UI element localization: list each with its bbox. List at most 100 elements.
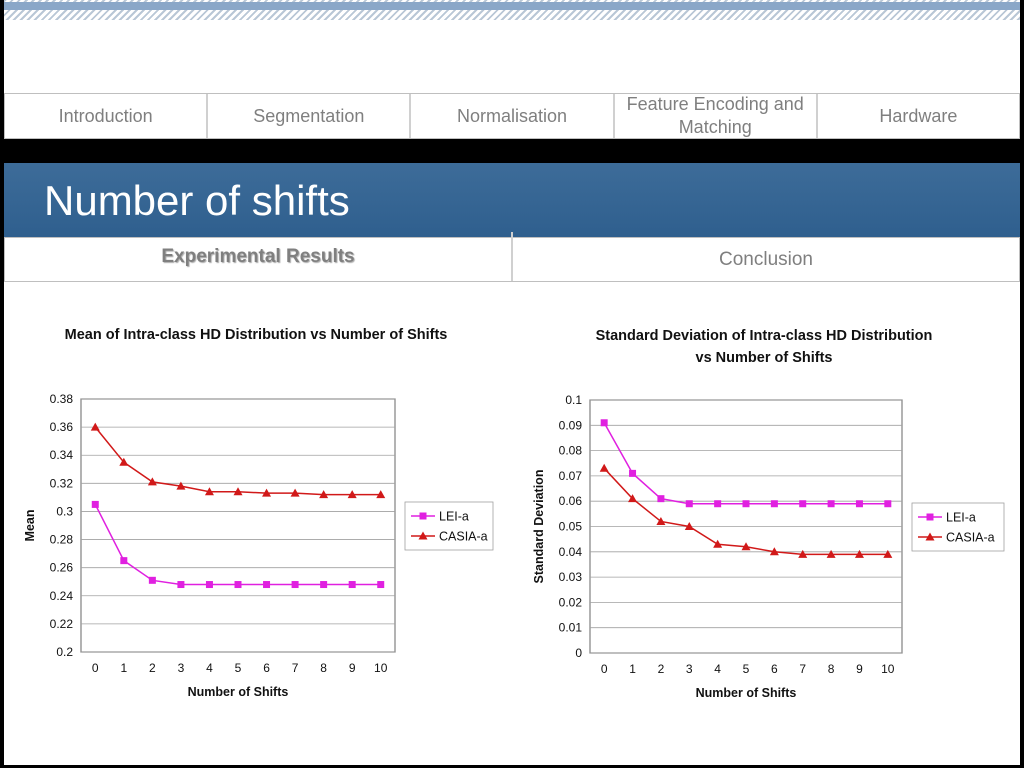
tab-introduction[interactable]: Introduction: [5, 94, 209, 138]
x-tick-label: 6: [263, 661, 270, 675]
slide: Introduction Segmentation Normalisation …: [4, 0, 1020, 765]
data-point: [290, 488, 300, 497]
data-point: [629, 469, 637, 477]
x-tick-label: 7: [292, 661, 299, 675]
y-tick-label: 0.3: [56, 504, 73, 518]
chart-title: Mean of Intra-class HD Distribution vs N…: [65, 327, 448, 343]
y-tick-label: 0.02: [559, 595, 583, 609]
x-tick-label: 9: [349, 661, 356, 675]
x-tick-label: 8: [320, 661, 327, 675]
data-point: [147, 477, 157, 486]
sub-nav: Experimental Results Conclusion: [4, 232, 1020, 282]
y-tick-label: 0: [575, 646, 582, 660]
y-tick-label: 0.08: [559, 444, 583, 458]
x-tick-label: 10: [374, 661, 388, 675]
legend-marker: [925, 532, 935, 541]
x-tick-label: 2: [149, 661, 156, 675]
x-axis-label: Number of Shifts: [188, 685, 289, 699]
data-point: [826, 549, 836, 558]
data-point: [628, 494, 638, 503]
plot-area: [80, 398, 396, 653]
title-bar: Number of shifts: [4, 163, 1020, 237]
top-nav: Introduction Segmentation Normalisation …: [4, 93, 1020, 139]
y-axis-label: Standard Deviation: [532, 470, 546, 584]
x-tick-label: 1: [120, 661, 127, 675]
x-tick-label: 3: [686, 662, 693, 676]
data-point: [714, 500, 722, 508]
data-point: [347, 490, 357, 499]
data-point: [798, 549, 808, 558]
data-point: [656, 516, 666, 525]
legend-box: [911, 502, 1005, 552]
data-point: [376, 490, 386, 499]
y-tick-label: 0.32: [50, 476, 74, 490]
data-point: [320, 581, 328, 589]
mean-chart: Mean of Intra-class HD Distribution vs N…: [23, 327, 494, 699]
data-point: [855, 500, 863, 508]
y-tick-label: 0.2: [56, 645, 73, 659]
x-tick-label: 9: [856, 662, 863, 676]
data-point: [263, 581, 271, 589]
y-tick-label: 0.06: [559, 494, 583, 508]
x-tick-label: 7: [799, 662, 806, 676]
y-tick-label: 0.38: [50, 392, 74, 406]
data-point: [348, 581, 356, 589]
chart-title: vs Number of Shifts: [696, 350, 833, 366]
data-point: [119, 457, 129, 466]
x-tick-label: 1: [629, 662, 636, 676]
y-tick-label: 0.22: [50, 617, 74, 631]
data-point: [684, 522, 694, 530]
data-point: [234, 581, 242, 589]
tab-experimental-results[interactable]: Experimental Results: [5, 232, 513, 281]
data-point: [600, 419, 608, 427]
data-point: [883, 549, 893, 558]
legend-label: LEI-a: [946, 511, 976, 525]
tab-feature-encoding[interactable]: Feature Encoding and Matching: [615, 94, 818, 138]
data-point: [90, 422, 100, 431]
tab-hardware[interactable]: Hardware: [879, 105, 958, 126]
legend-marker: [418, 531, 428, 540]
y-tick-label: 0.28: [50, 533, 74, 547]
tab-conclusion[interactable]: Conclusion: [719, 248, 813, 270]
data-point: [770, 500, 778, 508]
y-tick-label: 0.09: [559, 418, 583, 432]
legend-label: CASIA-a: [946, 531, 995, 545]
data-point: [233, 487, 243, 496]
x-tick-label: 10: [881, 662, 895, 676]
data-point: [685, 500, 693, 508]
data-point: [176, 481, 186, 490]
data-point: [769, 547, 779, 556]
x-tick-label: 0: [601, 662, 608, 676]
data-point: [177, 581, 185, 589]
legend-label: LEI-a: [439, 510, 469, 524]
x-tick-label: 0: [92, 661, 99, 675]
x-axis-label: Number of Shifts: [696, 686, 797, 700]
y-axis-label: Mean: [23, 510, 37, 542]
top-stripe-bar: [4, 2, 1020, 10]
data-point: [205, 581, 213, 589]
x-tick-label: 5: [743, 662, 750, 676]
data-point: [262, 488, 272, 497]
y-tick-label: 0.36: [50, 420, 74, 434]
data-point: [319, 490, 329, 499]
x-tick-label: 5: [235, 661, 242, 675]
data-point: [827, 500, 835, 508]
data-point: [120, 557, 128, 565]
data-point: [204, 487, 214, 496]
data-point: [148, 576, 156, 584]
chart-title: Standard Deviation of Intra-class HD Dis…: [596, 328, 933, 344]
legend-label: CASIA-a: [439, 530, 488, 544]
x-tick-label: 6: [771, 662, 778, 676]
x-tick-label: 4: [714, 662, 721, 676]
x-tick-label: 3: [178, 661, 185, 675]
data-point: [799, 500, 807, 508]
tab-segmentation[interactable]: Segmentation: [208, 94, 412, 138]
y-tick-label: 0.01: [559, 621, 583, 635]
y-tick-label: 0.24: [50, 589, 74, 603]
data-point: [884, 500, 892, 508]
data-point: [657, 495, 665, 503]
y-tick-label: 0.03: [559, 570, 583, 584]
tab-normalisation[interactable]: Normalisation: [411, 94, 615, 138]
legend-marker: [926, 513, 934, 521]
legend-marker: [419, 512, 427, 520]
